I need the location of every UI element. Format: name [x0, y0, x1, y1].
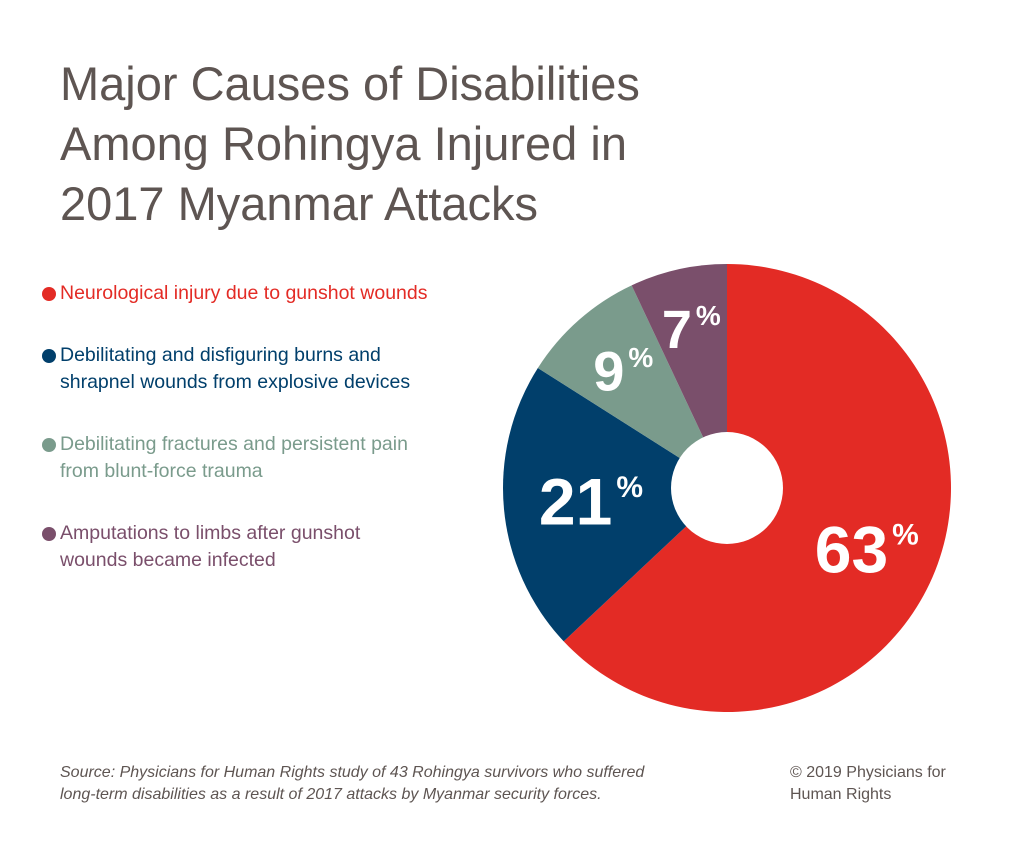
legend-swatch	[42, 287, 56, 301]
data-label-0: 63%	[815, 512, 919, 586]
chart-title: Major Causes of Disabilities Among Rohin…	[60, 57, 640, 230]
data-label-1: 21%	[539, 465, 643, 539]
legend-label: Neurological injury due to gunshot wound…	[60, 282, 428, 304]
pie-slice-3	[631, 264, 727, 488]
data-label-2: 9%	[593, 340, 653, 403]
legend-label: Amputations to limbs after gunshot wound…	[60, 522, 361, 571]
donut-hole	[671, 432, 783, 544]
copyright: © 2019 Physicians for Human Rights	[790, 764, 946, 803]
legend-swatch	[42, 527, 56, 541]
source-note: Source: Physicians for Human Rights stud…	[60, 764, 645, 803]
legend-item-neurological: Neurological injury due to gunshot wound…	[42, 280, 482, 307]
legend-label: Debilitating fractures and persistent pa…	[60, 433, 408, 482]
legend-swatch	[42, 349, 56, 363]
legend-item-burns: Debilitating and disfiguring burns and s…	[42, 342, 482, 396]
legend-swatch	[42, 438, 56, 452]
pie-slice-2	[537, 285, 727, 488]
data-label-3: 7%	[662, 300, 721, 360]
legend-item-amputations: Amputations to limbs after gunshot wound…	[42, 520, 482, 574]
legend-item-fractures: Debilitating fractures and persistent pa…	[42, 431, 482, 485]
legend-label: Debilitating and disfiguring burns and s…	[60, 344, 411, 393]
pie-slice-1	[503, 367, 727, 642]
